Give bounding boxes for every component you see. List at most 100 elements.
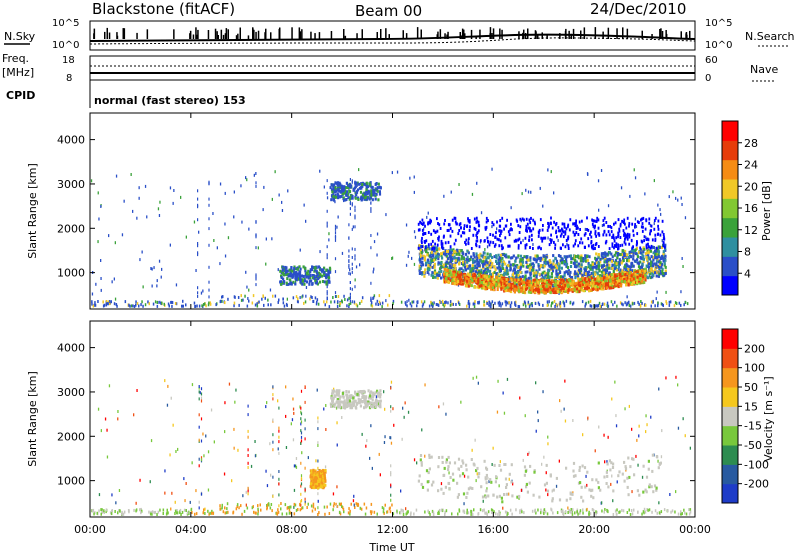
data-cell (431, 247, 434, 251)
data-cell (540, 236, 543, 240)
data-cell (547, 284, 550, 288)
data-cell (371, 198, 374, 202)
data-cell (641, 301, 643, 305)
data-cell (542, 236, 545, 240)
data-cell (558, 284, 561, 288)
data-cell (646, 276, 650, 280)
data-cell (572, 284, 575, 288)
data-cell (443, 194, 445, 198)
data-cell (627, 256, 631, 259)
data-cell (564, 245, 567, 249)
data-cell (506, 218, 508, 222)
data-cell (488, 303, 490, 307)
data-cell (614, 266, 618, 270)
data-cell (163, 302, 165, 306)
data-cell (292, 272, 295, 276)
data-cell (424, 246, 427, 250)
data-cell (550, 216, 552, 220)
nsky-tick-top: 10^5 (52, 18, 79, 29)
data-cell (481, 254, 484, 258)
data-cell (365, 190, 368, 194)
data-cell (475, 266, 479, 270)
data-cell (433, 271, 437, 275)
data-cell (248, 288, 250, 292)
data-cell (622, 275, 625, 279)
data-cell (537, 290, 540, 294)
data-cell (457, 256, 460, 260)
data-cell (653, 262, 656, 266)
data-cell (477, 278, 480, 282)
data-cell (510, 287, 513, 291)
data-cell (490, 264, 493, 267)
data-cell (526, 263, 529, 267)
data-cell (630, 274, 633, 278)
data-cell (168, 304, 170, 308)
data-cell (563, 284, 566, 287)
data-cell (556, 266, 559, 270)
data-cell (616, 304, 618, 308)
data-cell (626, 235, 629, 239)
data-cell (686, 302, 689, 306)
data-cell (456, 282, 459, 286)
data-cell (672, 190, 674, 194)
data-cell (589, 282, 592, 286)
data-cell (467, 300, 470, 303)
data-cell (527, 226, 530, 230)
data-cell (278, 298, 280, 302)
data-cell (595, 285, 598, 289)
data-cell (354, 214, 356, 218)
data-cell (297, 297, 299, 301)
data-cell (451, 281, 454, 285)
data-cell (202, 289, 204, 293)
data-cell (562, 243, 564, 247)
data-cell (593, 265, 596, 269)
data-cell (367, 189, 370, 193)
data-cell (618, 258, 621, 262)
data-cell (473, 255, 476, 259)
data-cell (281, 269, 284, 273)
data-cell (451, 257, 454, 261)
data-cell (158, 214, 161, 217)
data-cell (441, 299, 444, 303)
data-cell (534, 282, 537, 286)
data-cell (481, 263, 485, 267)
data-cell (564, 277, 567, 281)
data-cell (625, 226, 628, 230)
data-cell (579, 288, 582, 292)
data-cell (493, 244, 496, 248)
data-cell (315, 275, 318, 278)
data-cell (324, 303, 326, 307)
data-cell (632, 257, 635, 261)
data-cell (650, 304, 652, 308)
data-cell (521, 260, 525, 264)
nsky-bar (388, 34, 390, 39)
data-cell (572, 301, 575, 305)
data-cell (632, 264, 635, 268)
freq-tick-top: 18 (62, 55, 75, 66)
data-cell (600, 287, 603, 291)
data-cell (135, 303, 137, 307)
data-cell (460, 272, 463, 276)
data-cell (433, 265, 436, 269)
data-cell (454, 259, 457, 263)
data-cell (512, 254, 515, 258)
data-cell (519, 258, 522, 262)
data-cell (501, 262, 504, 266)
data-cell (379, 302, 381, 306)
data-cell (465, 238, 468, 242)
data-cell (645, 218, 648, 222)
data-cell (560, 278, 563, 282)
data-cell (301, 279, 304, 283)
data-cell (590, 235, 593, 239)
data-cell (436, 243, 439, 247)
colorbar-tick-label: 24 (744, 159, 758, 172)
data-cell (174, 302, 177, 305)
data-cell (590, 271, 593, 275)
data-cell (650, 224, 653, 228)
data-cell (428, 263, 431, 266)
data-cell (649, 249, 652, 253)
data-cell (267, 298, 269, 302)
data-cell (307, 275, 310, 279)
data-cell (572, 288, 575, 292)
data-cell (297, 272, 300, 276)
